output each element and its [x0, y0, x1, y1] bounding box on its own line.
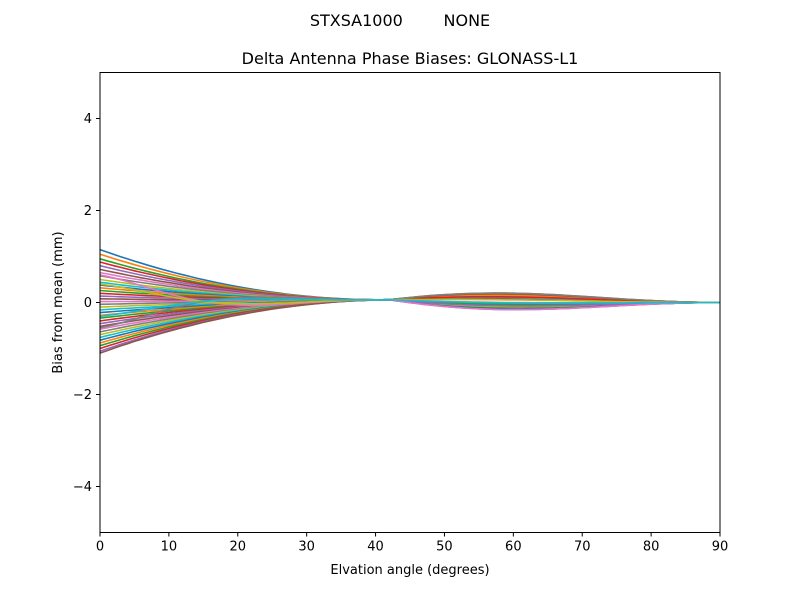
y-tick-label: −4 — [73, 480, 92, 495]
x-tick-label: 10 — [161, 540, 178, 555]
data-series-line — [99, 298, 720, 318]
y-axis-ticks: −4 −2 0 2 4 — [73, 112, 100, 495]
x-tick-label: 40 — [367, 540, 384, 555]
x-tick-label: 70 — [574, 540, 591, 555]
x-tick-label: 50 — [436, 540, 453, 555]
y-tick-label: 2 — [84, 204, 92, 219]
x-axis-label: Elvation angle (degrees) — [330, 563, 489, 578]
chart-suptitle: STXSA1000 NONE — [310, 11, 490, 30]
y-axis-label: Bias from mean (mm) — [51, 231, 66, 373]
x-tick-label: 90 — [712, 540, 729, 555]
x-tick-label: 80 — [643, 540, 660, 555]
chart-title: Delta Antenna Phase Biases: GLONASS-L1 — [242, 49, 579, 68]
x-tick-label: 20 — [230, 540, 247, 555]
data-series-line — [99, 295, 720, 350]
y-tick-label: 4 — [84, 112, 92, 127]
y-tick-label: 0 — [84, 296, 92, 311]
plot-lines — [99, 248, 720, 354]
x-tick-label: 0 — [96, 540, 104, 555]
x-tick-label: 60 — [505, 540, 522, 555]
x-axis-ticks: 0 10 20 30 40 50 60 70 80 90 — [96, 532, 729, 555]
x-tick-label: 30 — [298, 540, 315, 555]
y-tick-label: −2 — [73, 388, 92, 403]
